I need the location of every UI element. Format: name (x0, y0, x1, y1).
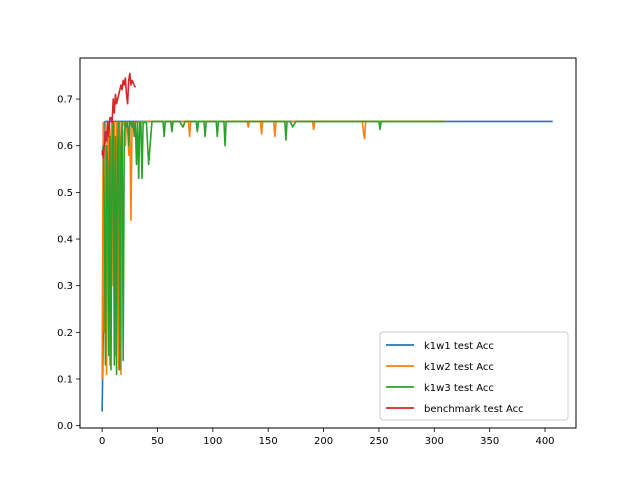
x-tick-label: 150 (259, 436, 278, 447)
x-tick-label: 250 (369, 436, 388, 447)
y-tick-label: 0.1 (57, 375, 73, 386)
y-tick-label: 0.4 (57, 235, 73, 246)
series-line-4 (101, 72, 137, 159)
x-axis: 0 50 100 150 200 250 300 350 400 (99, 428, 555, 447)
x-tick-label: 200 (314, 436, 333, 447)
y-tick-label: 0.5 (57, 188, 73, 199)
x-tick-label: 400 (535, 436, 554, 447)
y-tick-label: 0.6 (57, 141, 73, 152)
legend-label-2: k1w2 test Acc (424, 362, 494, 373)
x-tick-label: 300 (425, 436, 444, 447)
y-tick-label: 0.0 (57, 421, 73, 432)
legend-box (379, 331, 569, 421)
x-tick-label: 50 (151, 436, 164, 447)
series-layer (101, 72, 553, 412)
y-tick-label: 0.3 (57, 281, 73, 292)
legend-label-4: benchmark test Acc (424, 404, 524, 415)
x-tick-label: 100 (203, 436, 222, 447)
series-line-3 (101, 120, 446, 376)
legend: k1w1 test Acc k1w2 test Acc k1w3 test Acc b… (379, 331, 569, 421)
legend-label-1: k1w1 test Acc (424, 341, 494, 352)
plot-frame (79, 57, 577, 429)
legend-label-3: k1w3 test Acc (424, 383, 494, 394)
y-tick-label: 0.2 (57, 328, 73, 339)
y-axis: 0.0 0.1 0.2 0.3 0.4 0.5 0.6 0.7 (57, 95, 80, 432)
y-tick-label: 0.7 (57, 95, 73, 106)
x-tick-label: 0 (99, 436, 105, 447)
x-tick-label: 350 (480, 436, 499, 447)
